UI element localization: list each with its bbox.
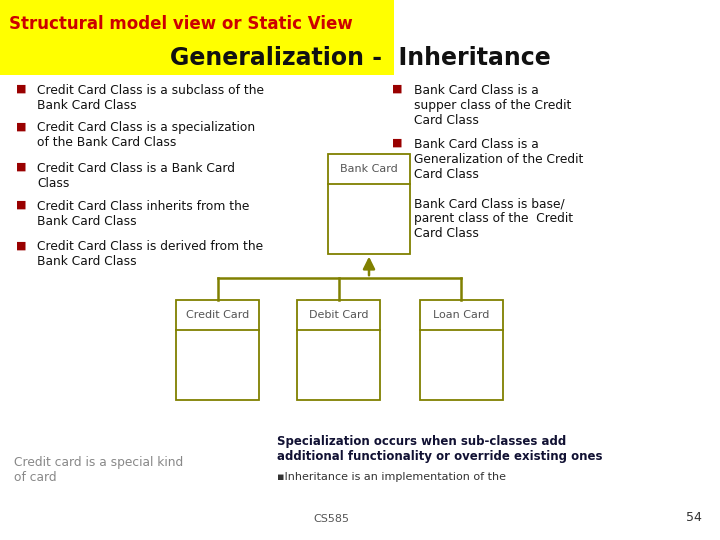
Text: Generalization -  Inheritance: Generalization - Inheritance xyxy=(170,46,550,70)
Text: Bank Card Class is a
supper class of the Credit
Card Class: Bank Card Class is a supper class of the… xyxy=(414,84,572,127)
Text: Structural model view or Static View: Structural model view or Static View xyxy=(9,15,352,33)
Text: Loan Card: Loan Card xyxy=(433,309,490,320)
Text: Credit Card Class is derived from the
Bank Card Class: Credit Card Class is derived from the Ba… xyxy=(37,240,264,268)
Text: ■: ■ xyxy=(16,122,27,132)
Bar xyxy=(176,300,259,400)
Text: Bank Card Class is a
Generalization of the Credit
Card Class: Bank Card Class is a Generalization of t… xyxy=(414,138,583,181)
Text: ■: ■ xyxy=(392,84,403,94)
Text: ■: ■ xyxy=(16,240,27,251)
Bar xyxy=(420,300,503,400)
Text: Bank Card Class is base/
parent class of the  Credit
Card Class: Bank Card Class is base/ parent class of… xyxy=(414,197,573,240)
Text: 54: 54 xyxy=(686,511,702,524)
Bar xyxy=(297,300,380,400)
Text: ▪Inheritance is an implementation of the: ▪Inheritance is an implementation of the xyxy=(277,472,506,483)
Text: Credit Card Class is a subclass of the
Bank Card Class: Credit Card Class is a subclass of the B… xyxy=(37,84,264,112)
Text: Credit Card Class is a Bank Card
Class: Credit Card Class is a Bank Card Class xyxy=(37,162,235,190)
Text: Bank Card: Bank Card xyxy=(340,164,398,174)
Text: Credit Card Class inherits from the
Bank Card Class: Credit Card Class inherits from the Bank… xyxy=(37,200,250,228)
Text: Credit Card: Credit Card xyxy=(186,309,249,320)
Text: ■: ■ xyxy=(16,200,27,210)
Text: ■: ■ xyxy=(392,197,403,207)
Text: CS585: CS585 xyxy=(313,514,349,524)
Text: Debit Card: Debit Card xyxy=(309,309,369,320)
Text: ■: ■ xyxy=(392,138,403,148)
Text: Credit Card Class is a specialization
of the Bank Card Class: Credit Card Class is a specialization of… xyxy=(37,122,256,150)
Text: Credit card is a special kind
of card: Credit card is a special kind of card xyxy=(14,456,184,484)
Text: Specialization occurs when sub-classes add
additional functionality or override : Specialization occurs when sub-classes a… xyxy=(277,435,603,463)
Text: ■: ■ xyxy=(16,162,27,172)
Bar xyxy=(328,154,410,254)
Text: ■: ■ xyxy=(16,84,27,94)
